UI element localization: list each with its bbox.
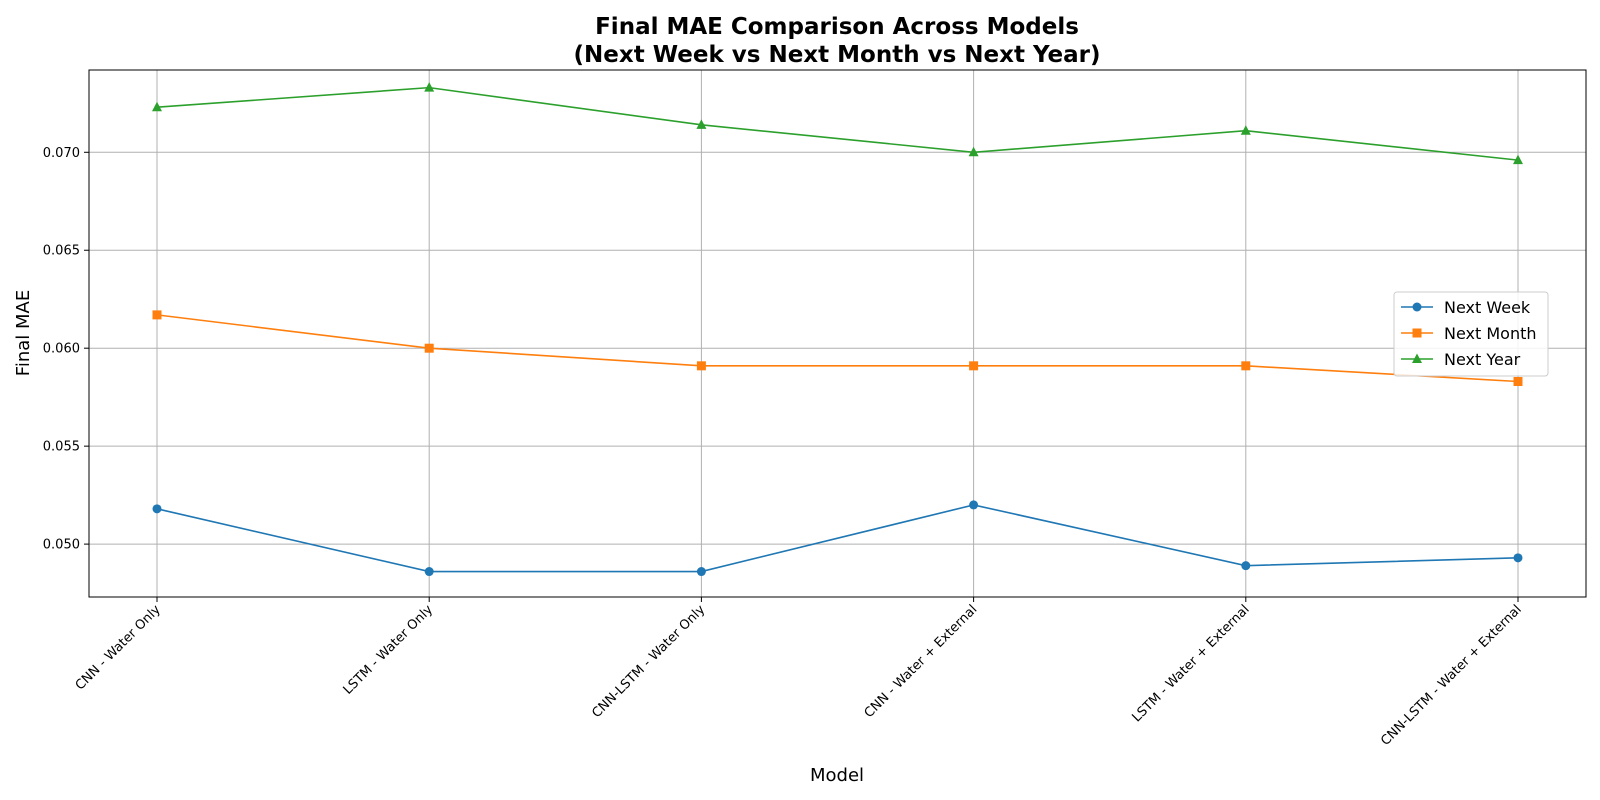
y-tick-label: 0.070 xyxy=(43,146,80,161)
plot-frame xyxy=(88,69,1587,598)
x-tick-label: CNN-LSTM - Water + External xyxy=(1378,602,1525,749)
legend-marker xyxy=(1412,302,1422,312)
legend-label: Next Week xyxy=(1444,298,1531,317)
x-tick-label: LSTM - Water Only xyxy=(341,602,437,698)
data-point-next-month xyxy=(1513,376,1523,386)
x-tick-label: LSTM - Water + External xyxy=(1129,602,1252,725)
data-point-next-month xyxy=(969,361,979,371)
data-point-next-month xyxy=(1241,361,1251,371)
axis-ticks: CNN - Water Only LSTM - Water Only CNN-LST… xyxy=(43,146,1525,749)
y-axis-label: Final MAE xyxy=(13,290,34,376)
legend: Next Week Next Month Next Year xyxy=(1393,291,1549,377)
data-point-next-week xyxy=(424,567,434,577)
data-point-next-month xyxy=(696,361,706,371)
chart-title-line-1: Final MAE Comparison Across Models xyxy=(595,14,1079,40)
legend-box xyxy=(1393,291,1549,377)
series-line-next-month xyxy=(156,314,1519,383)
data-point-next-year xyxy=(152,101,162,112)
legend-label: Next Year xyxy=(1444,350,1521,369)
legend-item-next-year: Next Year xyxy=(1401,350,1521,369)
data-point-next-week xyxy=(1513,553,1523,563)
series-next-month xyxy=(152,310,1523,386)
data-point-next-year xyxy=(1513,154,1523,165)
data-point-next-week xyxy=(696,567,706,577)
series-layer xyxy=(152,82,1523,577)
x-tick-label: CNN-LSTM - Water Only xyxy=(589,602,708,721)
data-point-next-month xyxy=(152,310,162,320)
y-tick-label: 0.050 xyxy=(43,538,80,553)
series-next-year xyxy=(152,82,1523,165)
legend-label: Next Month xyxy=(1444,324,1537,343)
data-point-next-week xyxy=(152,504,162,514)
series-line-next-week xyxy=(156,504,1519,573)
data-point-next-year xyxy=(424,82,435,92)
x-axis-label: Model xyxy=(810,765,864,786)
x-tick-label: CNN - Water + External xyxy=(862,602,981,721)
data-point-next-year xyxy=(1240,125,1251,135)
data-point-next-month xyxy=(424,343,434,353)
y-tick-label: 0.055 xyxy=(43,440,80,455)
legend-marker xyxy=(1412,328,1422,338)
chart-title-line-2: (Next Week vs Next Month vs Next Year) xyxy=(574,42,1101,68)
series-next-week xyxy=(152,500,1523,577)
data-point-next-week xyxy=(1241,561,1251,571)
legend-item-next-month: Next Month xyxy=(1401,324,1537,343)
series-line-next-year xyxy=(156,86,1519,161)
legend-item-next-week: Next Week xyxy=(1401,298,1531,317)
data-point-next-week xyxy=(969,500,979,510)
data-point-next-year xyxy=(696,119,707,129)
legend-marker xyxy=(1412,353,1422,363)
y-tick-label: 0.065 xyxy=(43,244,80,259)
y-tick-label: 0.060 xyxy=(43,342,80,357)
x-tick-label: CNN - Water Only xyxy=(73,602,164,693)
data-point-next-year xyxy=(968,146,979,157)
